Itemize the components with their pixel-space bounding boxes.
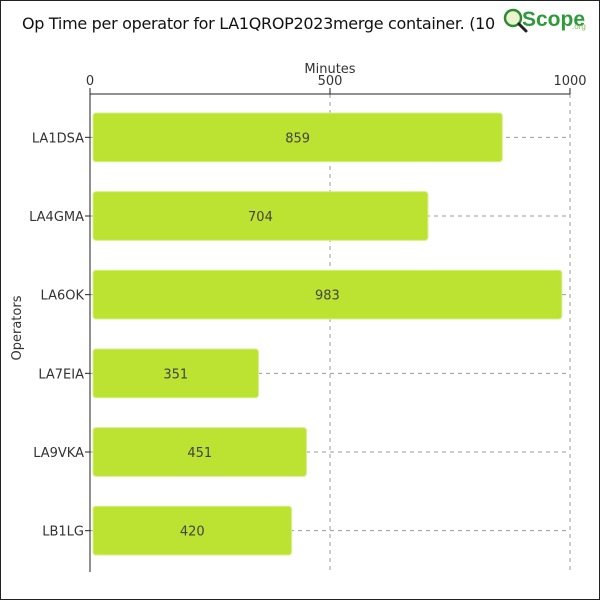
category-label: LA6OK — [41, 289, 85, 304]
magnifier-handle — [517, 22, 528, 33]
bar-value-label: 859 — [285, 131, 310, 146]
chart-title: Op Time per operator for LA1QROP2023merg… — [22, 14, 526, 33]
grid-layer — [90, 94, 571, 572]
qscope-logo-graphic: Scope .org — [503, 8, 586, 33]
bar-lb1lg — [92, 505, 293, 556]
bar-value-label: 983 — [315, 289, 340, 304]
category-label: LA7EIA — [38, 367, 84, 382]
bar-la1dsa — [92, 112, 503, 163]
category-label: LA4GMA — [29, 210, 84, 225]
x-tick-label: 1000 — [553, 74, 586, 89]
bar-la7eia — [92, 348, 259, 399]
bar-value-label: 451 — [187, 446, 212, 461]
bar-la9vka — [92, 427, 307, 477]
magnifier-icon — [503, 8, 523, 28]
axes-layer — [85, 88, 571, 572]
bar-la6ok — [92, 269, 563, 320]
bars-layer — [92, 112, 563, 556]
category-label: LB1LG — [42, 525, 84, 540]
x-axis-title: Minutes — [304, 62, 355, 77]
qscope-logo: Scope .org — [500, 4, 592, 36]
logo-text: Scope — [522, 8, 585, 31]
bar-value-label: 704 — [248, 210, 273, 225]
y-axis-title: Operators — [10, 295, 25, 360]
category-label: LA9VKA — [33, 446, 84, 461]
x-tick-label: 0 — [86, 74, 94, 89]
bar-value-label: 420 — [180, 525, 205, 540]
bar-la4gma — [92, 191, 429, 241]
labels-layer: 0 500 1000 859 LA1DSA 704 LA4GMA 983 LA6OK 351 LA7… — [29, 74, 586, 540]
x-tick-label: 500 — [318, 74, 343, 89]
logo-small-text: .org — [572, 22, 586, 31]
category-label: LA1DSA — [32, 131, 84, 146]
bar-value-label: 351 — [163, 367, 188, 382]
